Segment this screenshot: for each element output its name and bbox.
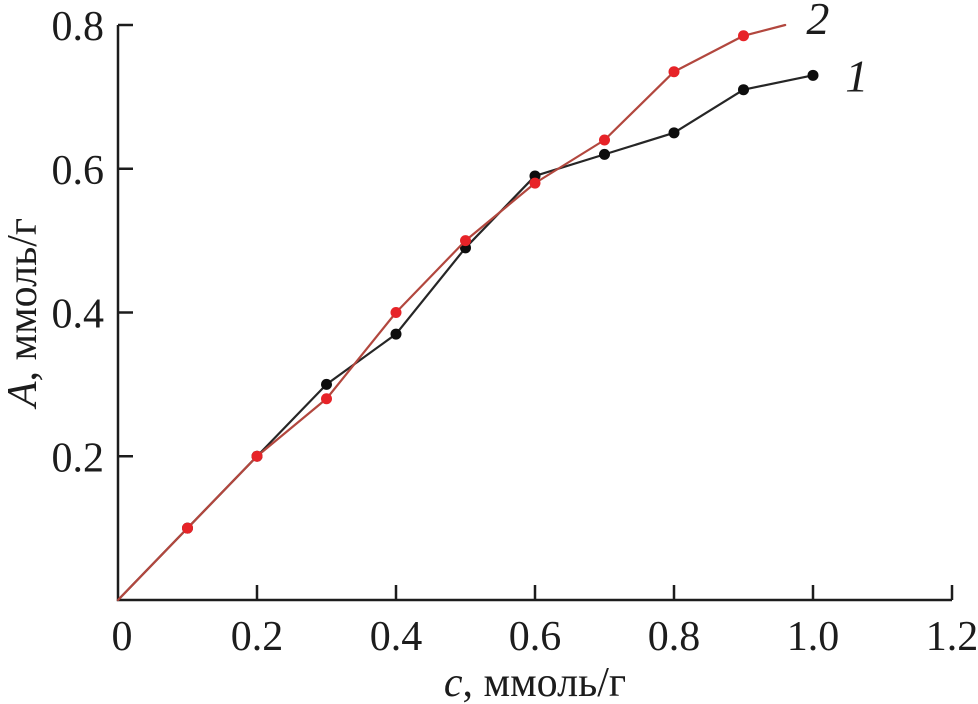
y-axis-tick-label: 0.4 [52,292,105,338]
series-2-marker [529,177,541,189]
series-1-line [116,74,815,602]
series-1-marker [738,84,749,96]
y-axis-tick-label: 0.2 [52,435,105,481]
x-axis-tick-label: 1.0 [787,614,840,660]
series-2-label: 2 [806,0,829,44]
series-2-marker [251,450,263,462]
series-2-marker [668,66,680,78]
x-axis-tick-label: 0.2 [231,614,284,660]
series-1-marker [599,148,610,160]
series-1-marker [321,378,332,390]
series-2-line [116,23,787,602]
y-axis-tick-label: 0.8 [52,4,105,50]
series-2-marker [599,134,610,146]
y-axis-tick-label: 0.6 [52,148,105,194]
x-axis-tick-label: 1.2 [926,614,978,660]
series-2-marker [738,30,749,42]
y-axis-label: A, ммоль/г [0,218,46,410]
x-axis-tick-label: 0.4 [370,614,423,660]
axis-spine [116,25,952,602]
series-2-marker [460,235,471,247]
series-2-marker [321,393,332,405]
series-1-marker [668,127,680,139]
series-1-marker [807,69,819,81]
x-axis-label: c, ммоль/г [444,660,626,704]
series-2-marker [182,522,193,534]
series-1-marker [390,328,402,340]
x-axis-tick-label: 0.6 [509,614,562,660]
series-1-label: 1 [845,50,868,101]
x-axis-tick-label: 0.8 [648,614,701,660]
series-2-marker [390,307,402,318]
x-axis-tick-label: 0 [112,614,133,660]
